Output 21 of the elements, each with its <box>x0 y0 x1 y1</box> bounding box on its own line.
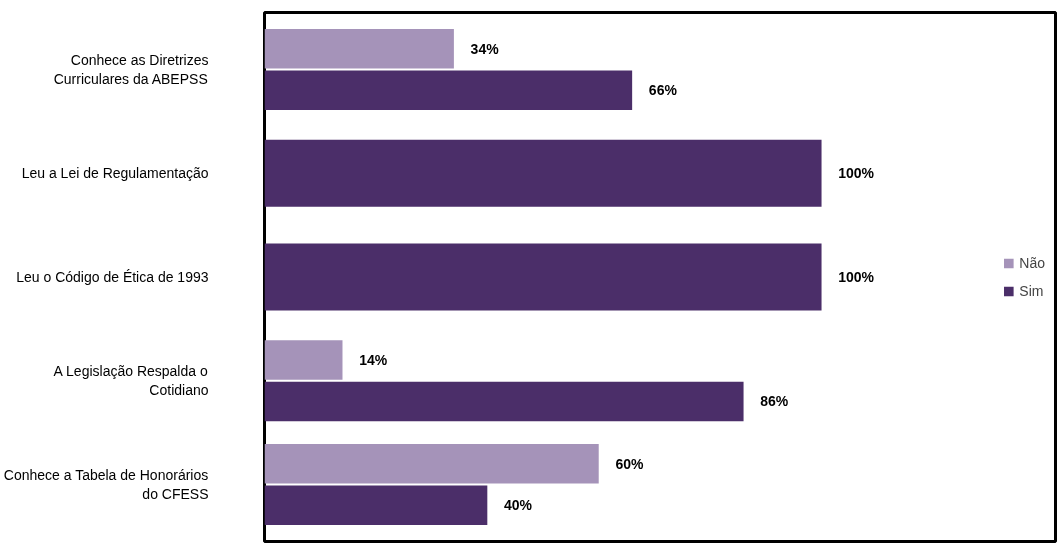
y-tick-label: Leu o Código de Ética de 1993 <box>16 269 209 285</box>
data-label: 100% <box>838 269 875 285</box>
bar <box>264 381 744 422</box>
data-label: 66% <box>648 82 678 99</box>
data-label: 40% <box>504 497 533 514</box>
y-tick-label: Leu a Lei de Regulamentação <box>21 165 209 182</box>
data-label: 34% <box>470 40 500 57</box>
bar <box>264 70 633 110</box>
y-tick-label: Conhece a Tabela de Honorários do CFESS <box>3 466 209 503</box>
data-label: 100% <box>838 165 875 182</box>
bar <box>264 29 454 69</box>
bar <box>264 340 343 380</box>
legend-label: Sim <box>1019 282 1044 299</box>
legend-label: Não <box>1019 254 1045 271</box>
bar <box>264 444 599 484</box>
bar <box>264 485 488 525</box>
data-label: 86% <box>760 393 789 410</box>
data-label: 14% <box>359 351 388 368</box>
data-label: 60% <box>615 455 645 472</box>
y-tick-label: A Legislação Respalda o Cotidiano <box>53 363 209 399</box>
y-tick-label: Conhece as Diretrizes Curriculares da ABEPSS <box>53 51 209 88</box>
